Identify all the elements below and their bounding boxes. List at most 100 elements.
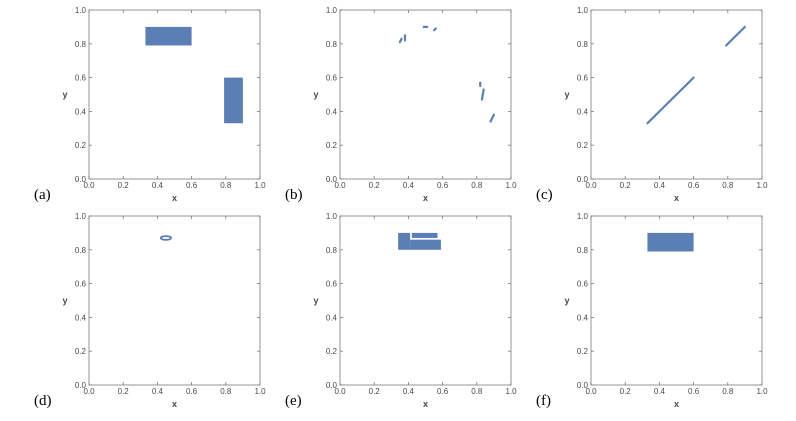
data-segment [480,88,485,101]
y-tick-label: 0.2 [326,347,338,356]
y-axis-title: y [62,296,67,306]
x-tick-label: 0.4 [403,387,415,396]
x-tick-label: 0.2 [118,387,130,396]
panel-label: (c) [536,187,553,203]
y-tick-label: 0.8 [326,40,338,49]
x-tick-label: 0.6 [688,387,700,396]
panel-label: (a) [34,187,51,203]
panel-label: (f) [536,393,551,409]
data-ellipse [159,235,172,241]
panel-label: (b) [285,187,303,203]
x-tick-label: 0.2 [369,387,381,396]
x-tick-label: 0.0 [334,181,346,190]
x-tick-label: 0.0 [83,387,95,396]
plot-frame [339,9,512,180]
y-tick-label: 1.0 [577,212,589,221]
y-tick-label: 0.4 [577,313,589,322]
y-tick-label: 0.6 [326,74,338,83]
y-tick-label: 0.8 [75,40,87,49]
y-tick-label: 1.0 [577,6,589,15]
data-region [647,232,694,252]
data-region [410,239,441,250]
x-axis-title: x [674,193,679,203]
y-tick-label: 0.2 [577,141,589,150]
y-axis-title: y [564,296,569,306]
y-tick-label: 0.4 [326,107,338,116]
data-segment [724,25,747,47]
plot-frame [88,9,261,180]
y-tick-label: 0.4 [75,107,87,116]
y-tick-label: 1.0 [326,6,338,15]
y-axis-title: y [313,90,318,100]
y-tick-label: 0.8 [326,246,338,255]
y-tick-label: 0.0 [577,175,589,184]
y-tick-label: 0.2 [75,141,87,150]
x-tick-label: 0.4 [152,181,164,190]
x-tick-label: 0.0 [585,387,597,396]
y-tick-label: 1.0 [326,212,338,221]
y-tick-label: 0.6 [326,280,338,289]
panel-label: (d) [34,393,52,409]
x-tick-label: 0.8 [220,387,232,396]
x-tick-label: 0.0 [83,181,95,190]
panel-6: 0.0 0.2 0.4 0.6 0.8 1.0 0.0 0.2 0.4 0.6 0.8 1.0 x y (f… [536,212,768,409]
y-tick-label: 1.0 [75,6,87,15]
y-tick-label: 0.8 [577,40,589,49]
y-tick-label: 0.8 [577,246,589,255]
data-segment [489,113,495,123]
panel-label: (e) [285,393,302,409]
data-region [224,77,243,124]
y-tick-label: 0.0 [75,381,87,390]
data-region [411,232,438,238]
x-axis-title: x [423,193,428,203]
plot-frame [88,215,261,386]
x-axis-title: x [172,193,177,203]
x-tick-label: 0.6 [688,181,700,190]
x-tick-label: 0.6 [437,387,449,396]
x-tick-label: 0.4 [654,387,666,396]
y-tick-label: 0.2 [577,347,589,356]
x-tick-label: 0.0 [334,387,346,396]
y-tick-label: 0.0 [326,175,338,184]
x-tick-label: 0.2 [620,181,632,190]
y-tick-label: 0.6 [75,280,87,289]
x-tick-label: 0.4 [152,387,164,396]
x-tick-label: 0.4 [403,181,415,190]
data-segment [646,76,695,125]
x-tick-label: 0.8 [471,181,483,190]
x-tick-label: 0.2 [118,181,130,190]
x-tick-label: 1.0 [756,387,768,396]
x-axis-title: x [423,399,428,409]
x-tick-label: 1.0 [254,181,266,190]
x-tick-label: 0.2 [620,387,632,396]
x-tick-label: 0.4 [654,181,666,190]
y-tick-label: 0.8 [75,246,87,255]
panel-4: 0.0 0.2 0.4 0.6 0.8 1.0 0.0 0.2 0.4 0.6 0.8 1.0 x y (d… [34,212,266,409]
x-tick-label: 1.0 [505,387,517,396]
plot-frame [339,215,512,386]
x-tick-label: 0.6 [437,181,449,190]
x-tick-label: 0.8 [722,387,734,396]
panel-2: 0.0 0.2 0.4 0.6 0.8 1.0 0.0 0.2 0.4 0.6 0.8 1.0 x y (b… [285,6,517,203]
y-tick-label: 0.0 [577,381,589,390]
x-tick-label: 0.8 [722,181,734,190]
y-tick-label: 0.6 [577,280,589,289]
y-tick-label: 0.0 [75,175,87,184]
x-tick-label: 1.0 [254,387,266,396]
y-tick-label: 0.0 [326,381,338,390]
y-tick-label: 0.4 [577,107,589,116]
y-tick-label: 0.2 [326,141,338,150]
x-tick-label: 1.0 [505,181,517,190]
x-tick-label: 1.0 [756,181,768,190]
x-axis-title: x [674,399,679,409]
x-tick-label: 0.0 [585,181,597,190]
plot-frame [590,9,763,180]
y-tick-label: 0.4 [326,313,338,322]
y-tick-label: 0.6 [75,74,87,83]
y-tick-label: 0.2 [75,347,87,356]
panel-3: 0.0 0.2 0.4 0.6 0.8 1.0 0.0 0.2 0.4 0.6 0.8 1.0 x y (c… [536,6,768,203]
y-axis-title: y [564,90,569,100]
y-tick-label: 1.0 [75,212,87,221]
y-tick-label: 0.6 [577,74,589,83]
